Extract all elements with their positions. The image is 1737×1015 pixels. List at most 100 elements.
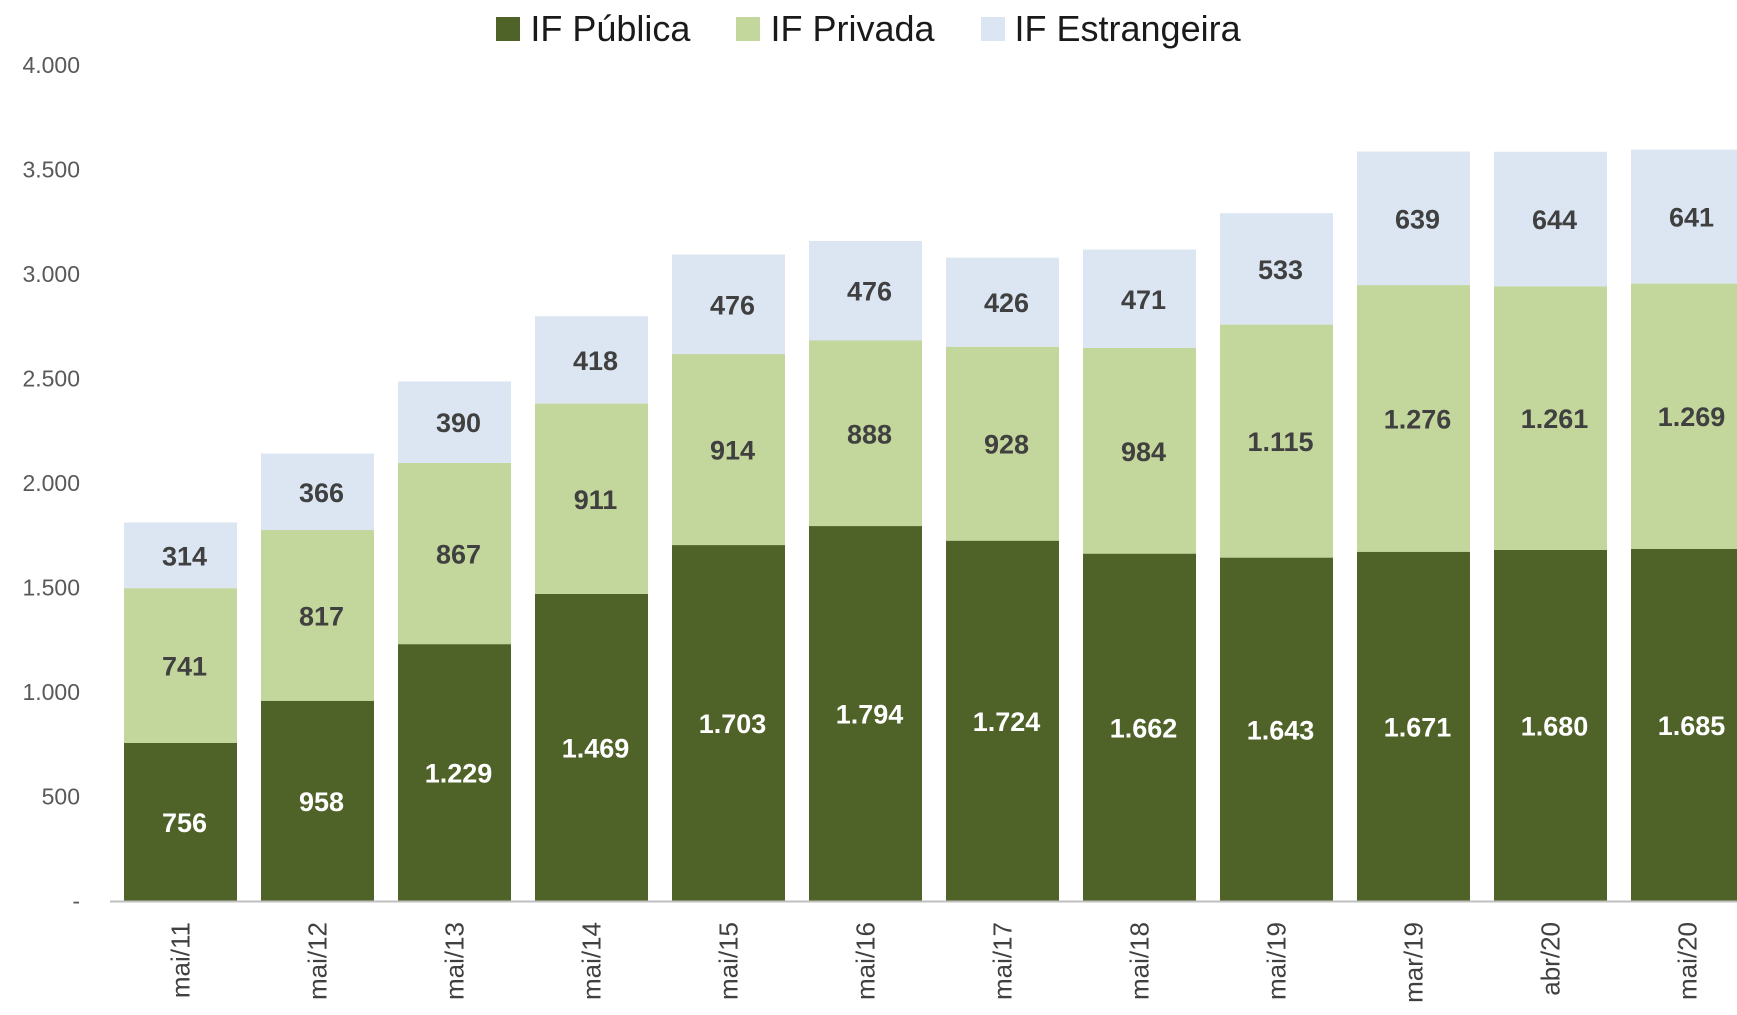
legend-swatch-if-estrangeira [980, 17, 1005, 41]
legend-item-if-estrangeira: IF Estrangeira [980, 8, 1241, 50]
data-label: 928 [984, 430, 1029, 460]
bar-segment [946, 257, 1059, 347]
data-label: 1.724 [973, 707, 1041, 737]
bar-segment [398, 462, 511, 645]
data-label: 1.671 [1384, 712, 1452, 742]
data-label: 314 [162, 541, 207, 571]
data-label: 984 [1121, 437, 1166, 467]
x-tick-label: mai/12 [302, 922, 332, 1000]
data-label: 1.261 [1521, 404, 1589, 434]
data-label: 1.685 [1658, 711, 1726, 741]
y-tick-label: 500 [42, 784, 80, 810]
data-label: 911 [574, 485, 618, 515]
x-tick-label: mai/15 [713, 922, 743, 1000]
data-label: 641 [1669, 203, 1714, 233]
y-tick-label: 2.500 [22, 366, 80, 392]
data-label: 1.276 [1384, 404, 1452, 434]
bar-segment [1357, 551, 1470, 901]
data-label: 471 [1121, 285, 1166, 315]
bar-segment [261, 530, 374, 701]
bar-segment [535, 403, 648, 594]
bar-segment [1631, 283, 1737, 549]
x-tick-label: mai/20 [1672, 922, 1702, 1000]
bar-segment [1083, 249, 1196, 348]
bar-segment [1220, 557, 1333, 901]
legend-label-if-privada: IF Privada [770, 8, 935, 49]
data-label: 1.680 [1521, 711, 1589, 741]
bar-segment [124, 742, 237, 901]
bar-segment [124, 588, 237, 743]
legend-swatch-if-privada [736, 17, 761, 41]
data-label: 1.794 [836, 700, 904, 730]
bar-segment [1083, 553, 1196, 901]
y-tick-label: 1.000 [22, 679, 80, 705]
bar-segment [809, 240, 922, 341]
data-label: 1.643 [1247, 715, 1315, 745]
data-label: 741 [162, 652, 207, 682]
x-tick-label: abr/20 [1535, 922, 1565, 996]
bar-segment [1083, 347, 1196, 554]
bar-segment [809, 340, 922, 527]
bar-segment [1494, 286, 1607, 550]
data-label: 390 [436, 408, 481, 438]
x-tick-label: mai/14 [576, 922, 606, 1000]
data-label: 426 [984, 288, 1029, 318]
legend-swatch-if-publica [496, 17, 521, 41]
data-label: 476 [847, 277, 892, 307]
bar-segment [535, 593, 648, 901]
bar-segment [124, 522, 237, 589]
legend-label-if-estrangeira: IF Estrangeira [1014, 8, 1241, 49]
data-label: 867 [436, 540, 481, 570]
bar-segment [809, 526, 922, 901]
data-label: 644 [1532, 205, 1577, 235]
data-label: 958 [299, 787, 344, 817]
bar-segment [398, 381, 511, 463]
bar-segment [672, 354, 785, 546]
data-label: 1.115 [1247, 427, 1313, 457]
x-tick-label: mai/16 [850, 922, 880, 1000]
data-label: 1.703 [699, 709, 767, 739]
y-tick-label: 1.500 [22, 575, 80, 601]
y-tick-label: - [72, 888, 80, 914]
data-label: 639 [1395, 204, 1440, 234]
bar-segment [1220, 213, 1333, 325]
data-label: 914 [710, 436, 755, 466]
x-tick-label: mai/18 [1124, 922, 1154, 1000]
bar-segment [1631, 149, 1737, 284]
legend-label-if-publica: IF Pública [530, 8, 691, 49]
bar-segment [672, 254, 785, 355]
bar-segment [261, 453, 374, 531]
legend: IF Pública IF Privada IF Estrangeira [0, 6, 1737, 52]
y-tick-label: 4.000 [22, 52, 80, 78]
bar-segment [946, 540, 1059, 901]
data-label: 1.469 [562, 733, 630, 763]
data-label: 1.662 [1110, 713, 1178, 743]
bar-segment [1494, 151, 1607, 287]
bar-segment [1357, 151, 1470, 286]
x-tick-label: mai/19 [1261, 922, 1291, 1000]
data-label: 888 [847, 419, 892, 449]
bar-segment [261, 700, 374, 901]
data-label: 476 [710, 290, 755, 320]
x-tick-label: mai/17 [987, 922, 1017, 1000]
x-tick-label: mai/13 [439, 922, 469, 1000]
legend-item-if-privada: IF Privada [736, 8, 935, 50]
bar-segment [946, 346, 1059, 541]
data-label: 366 [299, 478, 344, 508]
bar-segment [535, 316, 648, 404]
data-label: 817 [299, 601, 344, 631]
legend-item-if-publica: IF Pública [496, 8, 690, 50]
data-label: 1.269 [1658, 402, 1726, 432]
data-label: 1.229 [425, 759, 493, 789]
bar-segment [1220, 324, 1333, 558]
bar-segment [398, 644, 511, 901]
bar-segment [1357, 285, 1470, 552]
x-tick-label: mai/11 [165, 922, 195, 998]
x-tick-label: mar/19 [1398, 922, 1428, 1003]
y-tick-label: 3.500 [22, 157, 80, 183]
data-label: 756 [162, 808, 207, 838]
y-tick-label: 3.000 [22, 261, 80, 287]
bar-segment [1631, 548, 1737, 901]
bar-segment [672, 545, 785, 901]
